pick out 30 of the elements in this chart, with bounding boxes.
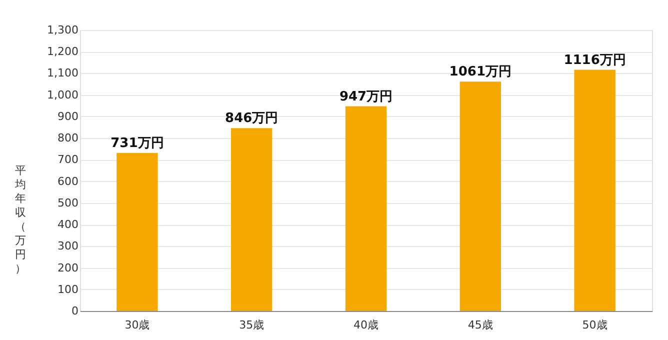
- y-tick-label: 800: [58, 132, 78, 145]
- y-tick-label: 1,000: [47, 88, 78, 102]
- data-label: 1116万円: [564, 52, 626, 68]
- bar: [231, 128, 272, 311]
- bar: [460, 82, 501, 311]
- data-label: 731万円: [110, 136, 164, 151]
- y-tick-label: 0: [72, 304, 78, 318]
- y-tick-label: 300: [58, 240, 78, 253]
- y-tick-label: 600: [58, 174, 78, 188]
- y-tick-label: 1,200: [47, 45, 78, 58]
- data-label: 846万円: [225, 111, 278, 126]
- y-tick-label: 200: [58, 261, 78, 274]
- y-tick-label: 1,300: [47, 24, 78, 36]
- x-tick-label: 50歳: [582, 318, 608, 332]
- y-tick-label: 100: [58, 282, 78, 296]
- y-tick-label: 700: [58, 153, 78, 166]
- y-tick-label: 400: [58, 218, 78, 232]
- bar: [345, 106, 387, 311]
- y-tick-label: 500: [58, 196, 78, 210]
- y-axis-title: 平均年収（万円）: [14, 164, 26, 275]
- y-tick-label: 900: [58, 110, 78, 123]
- y-tick-label: 1,100: [47, 66, 78, 80]
- x-tick-label: 45歳: [468, 318, 493, 332]
- data-label: 1061万円: [449, 64, 512, 80]
- data-label: 947万円: [339, 89, 393, 104]
- x-tick-label: 40歳: [354, 318, 378, 332]
- bar: [574, 70, 616, 311]
- x-tick-label: 35歳: [239, 318, 264, 332]
- x-tick-label: 30歳: [124, 318, 150, 332]
- bar: [116, 152, 158, 311]
